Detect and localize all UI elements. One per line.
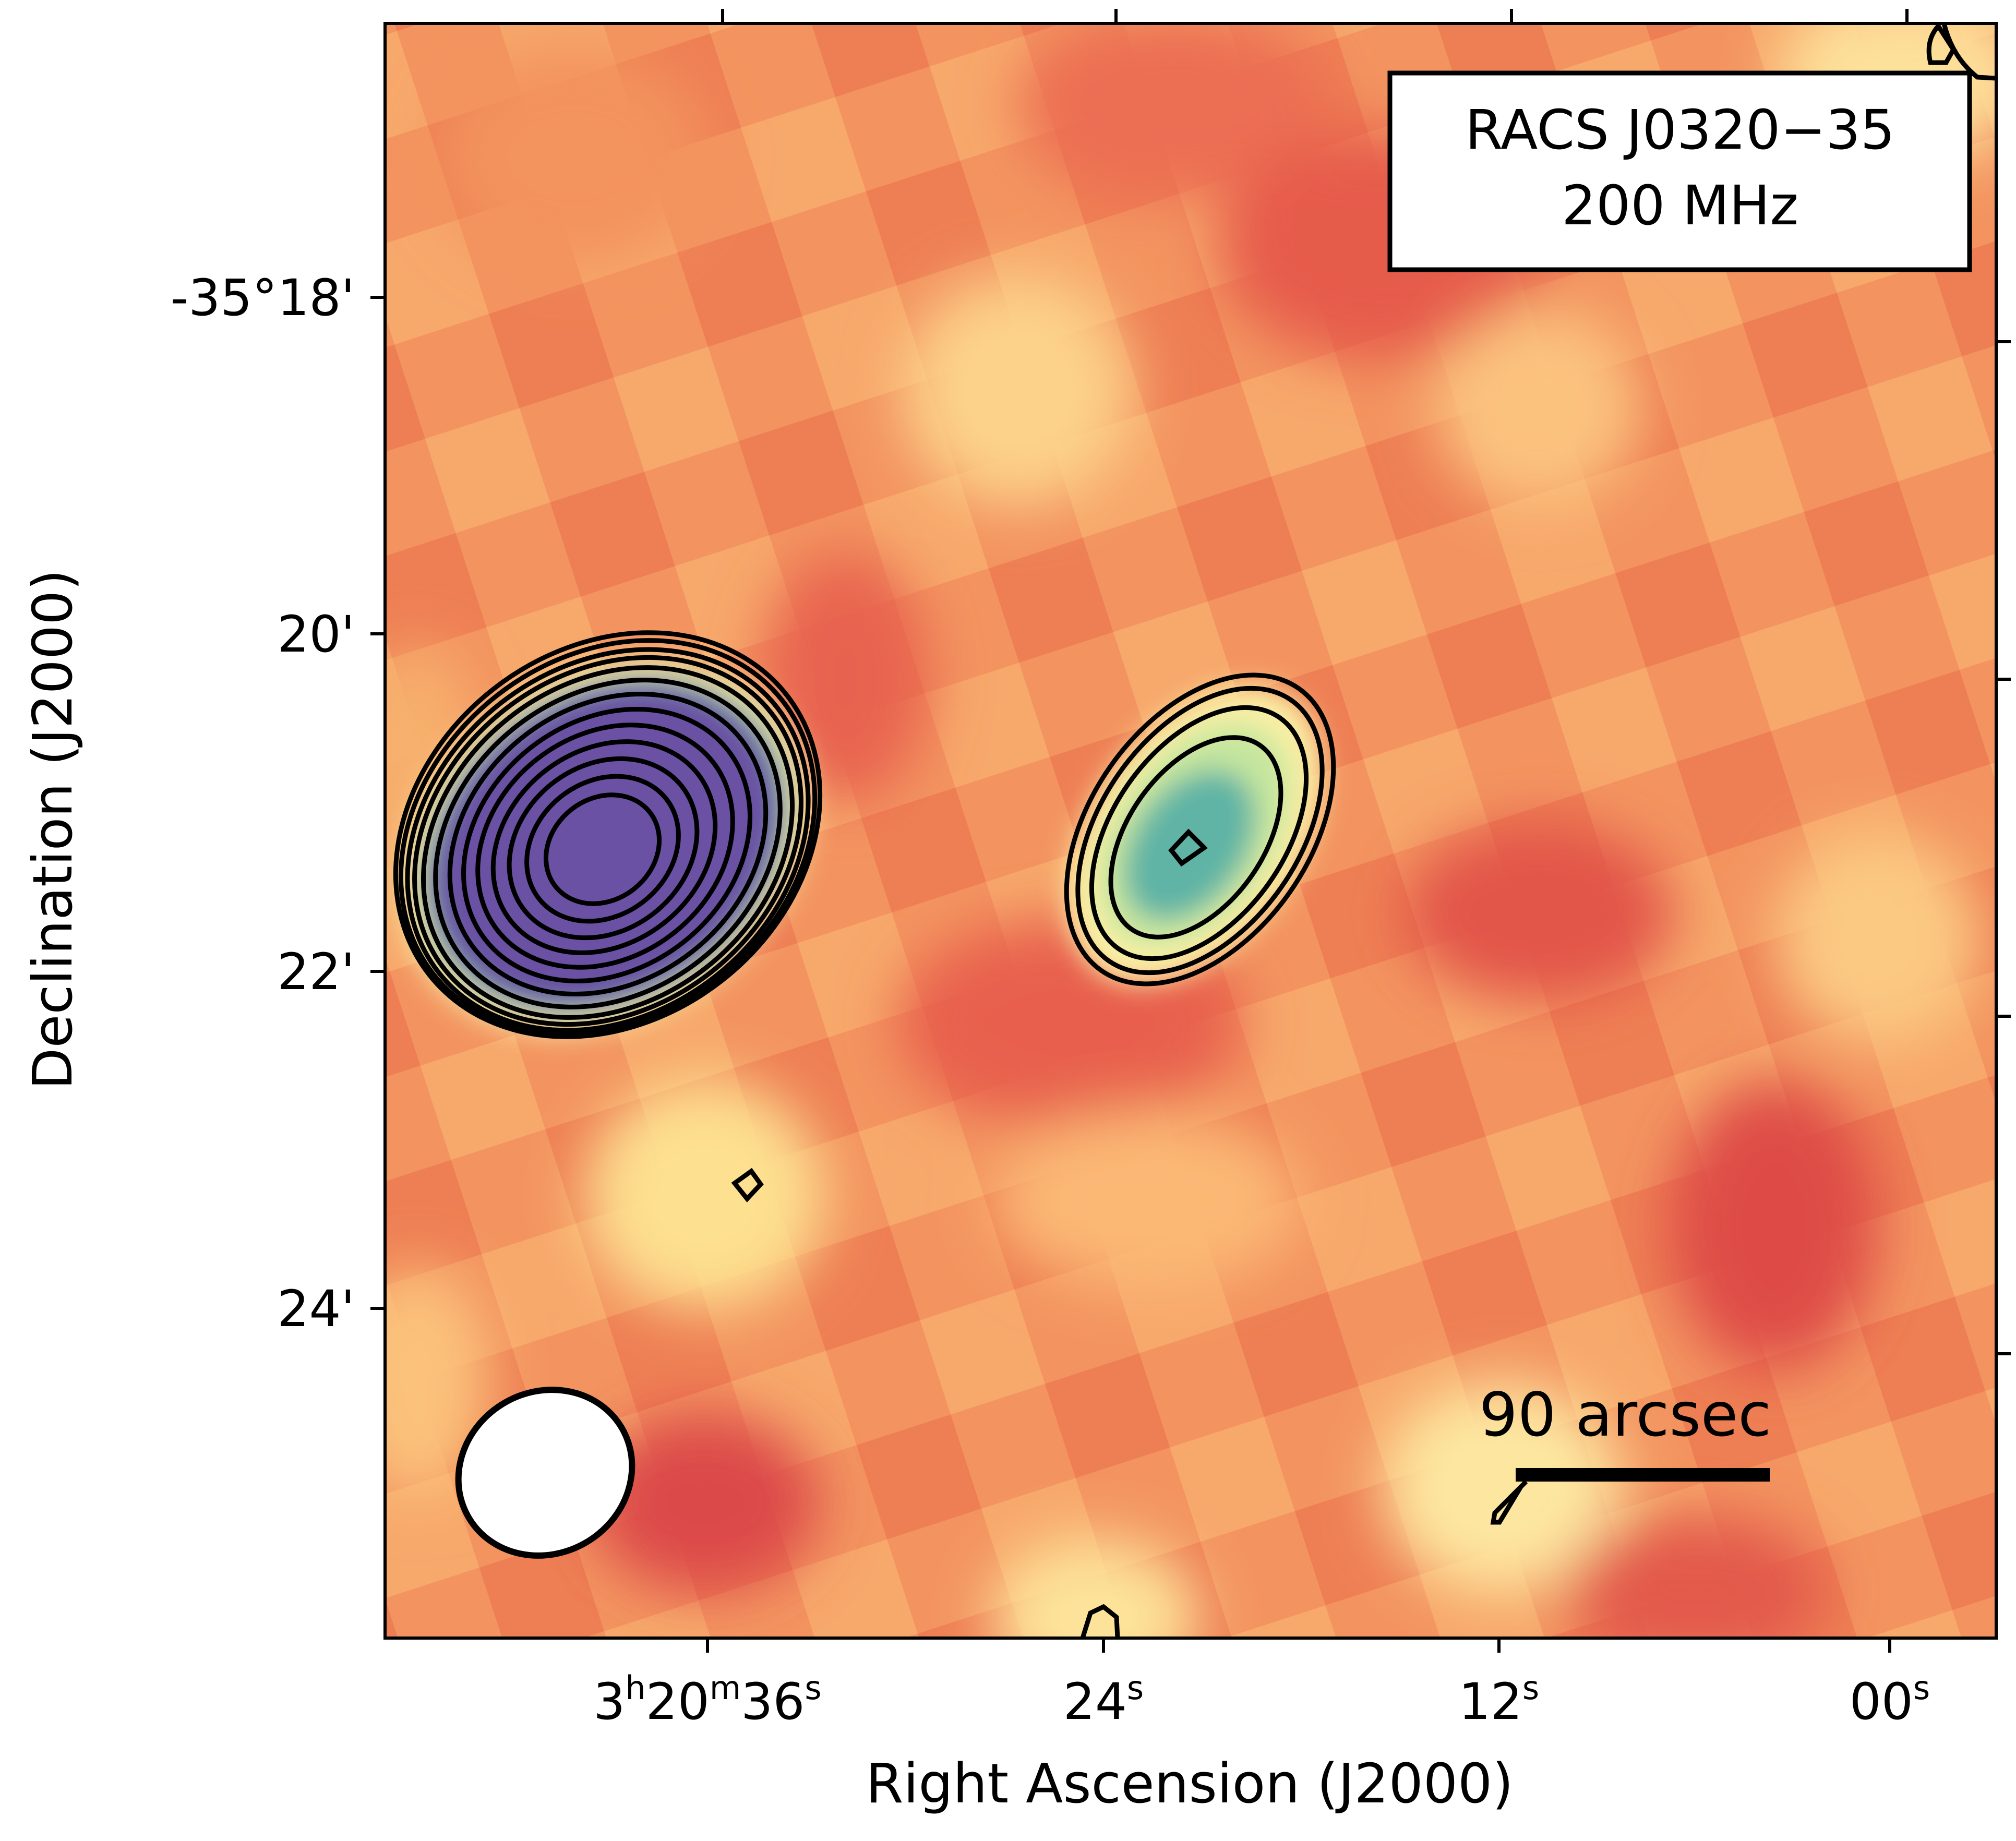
faint-source-contours [1064, 672, 1336, 986]
y-tick-marks [370, 296, 2011, 1355]
x-tick-labels: 3h20m36s 24s 12s 00s [593, 1669, 1930, 1731]
x-tick-label: 24s [1063, 1669, 1144, 1731]
x-tick-marks [706, 9, 1909, 1653]
y-tick-label: 22' [277, 943, 355, 1001]
scale-bar: 90 arcsec [1479, 1380, 1771, 1482]
source-legend-box [1387, 70, 1972, 272]
y-tick-label: 20' [277, 605, 355, 664]
source-name: RACS J0320−35 [1465, 98, 1895, 162]
y-tick-labels: -35°18' 20' 22' 24' [171, 269, 355, 1338]
x-tick-label: 00s [1850, 1669, 1930, 1731]
y-tick-label: 24' [277, 1280, 355, 1338]
beam-ellipse [455, 1387, 635, 1559]
scale-bar-label: 90 arcsec [1479, 1380, 1771, 1450]
x-tick-label: 3h20m36s [593, 1669, 821, 1731]
image-plane: 90 arcsec RACS J0320−35 200 MHz [385, 23, 1996, 1638]
frequency-label: 200 MHz [1562, 174, 1798, 237]
contour-islands [731, 23, 1996, 1638]
bright-source-contours [393, 630, 823, 1039]
y-tick-label: -35°18' [171, 269, 355, 327]
plot-frame [383, 22, 1998, 1640]
y-axis-title: Declination (J2000) [21, 569, 85, 1089]
source-legend: RACS J0320−35 200 MHz [1387, 70, 1972, 272]
noise-blobs [385, 23, 1996, 1638]
x-axis-title: Right Ascension (J2000) [866, 1752, 1514, 1815]
x-tick-label: 12s [1459, 1669, 1539, 1731]
